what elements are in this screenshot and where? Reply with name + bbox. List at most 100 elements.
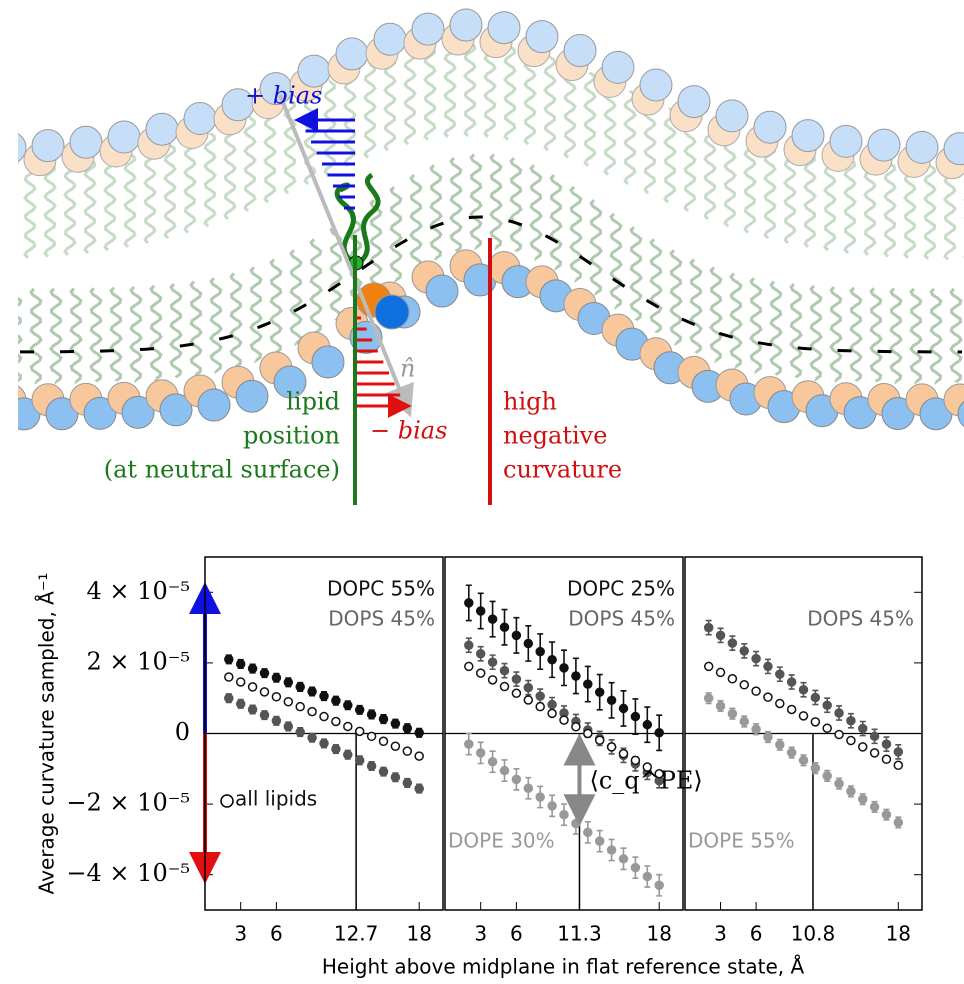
data-point bbox=[307, 732, 317, 743]
data-point bbox=[402, 723, 413, 733]
data-point bbox=[511, 630, 522, 641]
data-point bbox=[594, 836, 605, 846]
data-point bbox=[247, 704, 258, 715]
data-point bbox=[559, 809, 569, 820]
data-point bbox=[475, 606, 486, 616]
data-point bbox=[822, 723, 832, 733]
data-point bbox=[654, 880, 664, 891]
data-point bbox=[523, 682, 534, 693]
data-point bbox=[846, 716, 856, 726]
lipid-tail bbox=[689, 258, 703, 354]
lipid-tail bbox=[609, 212, 623, 310]
membrane-illustration bbox=[5, 8, 964, 431]
lipid-tail bbox=[189, 280, 203, 376]
series-label: DOPS 45% bbox=[568, 607, 675, 631]
series-label: DOPC 55% bbox=[327, 577, 435, 601]
head-group bbox=[145, 112, 179, 146]
data-point bbox=[703, 622, 714, 633]
data-point bbox=[594, 735, 605, 745]
lipid-tail bbox=[429, 164, 443, 262]
data-point bbox=[618, 748, 629, 759]
plus-bias-label: + bias bbox=[245, 82, 322, 110]
data-point bbox=[378, 714, 389, 724]
lipid-tail bbox=[343, 71, 357, 167]
lipid-tail bbox=[569, 185, 583, 283]
lipid-tail bbox=[943, 165, 957, 261]
lipid-tail bbox=[143, 148, 157, 245]
data-point bbox=[583, 679, 593, 689]
data-point bbox=[571, 818, 581, 829]
x-tick-label: 18 bbox=[406, 922, 431, 946]
data-point bbox=[618, 703, 629, 714]
lipid-tail bbox=[709, 266, 723, 364]
data-point bbox=[331, 716, 341, 727]
lipid-tail bbox=[923, 162, 937, 260]
data-point bbox=[654, 768, 664, 779]
data-point bbox=[499, 665, 510, 676]
data-point bbox=[822, 700, 832, 711]
head-group bbox=[373, 22, 407, 56]
lipid-tail bbox=[889, 287, 903, 385]
data-point bbox=[715, 667, 726, 678]
data-point bbox=[224, 654, 234, 665]
lipid-tail bbox=[503, 43, 517, 141]
lipid-tail bbox=[243, 114, 257, 212]
y-axis-label: Average curvature sampled, Å⁻¹ bbox=[35, 573, 59, 895]
panel-frame bbox=[204, 556, 444, 911]
data-point bbox=[511, 688, 522, 699]
head-group bbox=[235, 379, 269, 413]
head-group bbox=[18, 133, 27, 163]
lipid-tail bbox=[69, 287, 83, 385]
lipid-tail bbox=[163, 143, 177, 240]
data-point bbox=[499, 765, 510, 776]
lipid-tail bbox=[18, 296, 23, 383]
data-point bbox=[881, 739, 892, 749]
x-tick-label: 10.8 bbox=[791, 922, 836, 946]
panel-frame bbox=[684, 556, 923, 911]
data-point bbox=[606, 742, 617, 752]
data-point bbox=[715, 630, 726, 641]
head-group bbox=[183, 101, 217, 135]
lipid-tail bbox=[5, 166, 15, 259]
lipid-tail bbox=[663, 106, 677, 204]
x-tick-label: 6 bbox=[750, 922, 763, 946]
data-point bbox=[893, 747, 904, 757]
lipid-tail bbox=[849, 286, 863, 383]
curvature-label: high bbox=[503, 388, 557, 416]
data-point bbox=[295, 727, 305, 737]
y-tick-label: −4 × 10⁻⁵ bbox=[66, 859, 190, 887]
curvature-label: negative bbox=[503, 422, 607, 450]
data-point bbox=[402, 778, 413, 788]
head-group bbox=[69, 125, 103, 159]
data-point bbox=[571, 722, 581, 732]
data-point bbox=[487, 675, 498, 685]
lipid-tail bbox=[149, 284, 163, 382]
lipid-tail bbox=[903, 163, 917, 259]
data-point bbox=[618, 854, 629, 864]
data-point bbox=[414, 783, 424, 794]
data-point bbox=[354, 755, 365, 766]
data-point bbox=[319, 691, 329, 701]
lipid-tail bbox=[103, 154, 117, 252]
data-point bbox=[259, 687, 270, 697]
data-point bbox=[390, 772, 401, 783]
data-point bbox=[547, 699, 557, 710]
head-group bbox=[677, 85, 711, 119]
lipid-tail bbox=[409, 174, 423, 272]
data-point bbox=[630, 862, 641, 873]
data-point bbox=[881, 809, 892, 820]
data-point bbox=[834, 778, 844, 789]
lipid-tail bbox=[223, 122, 237, 220]
data-point bbox=[511, 774, 522, 785]
data-point bbox=[810, 692, 821, 703]
data-point bbox=[366, 761, 377, 771]
series-label: DOPS 45% bbox=[328, 607, 435, 631]
series-label: DOPS 45% bbox=[807, 607, 914, 631]
data-point bbox=[499, 622, 510, 632]
data-point bbox=[390, 741, 401, 751]
lipid-tail bbox=[129, 286, 143, 384]
lipid-tail bbox=[929, 287, 943, 385]
data-point bbox=[583, 728, 593, 739]
data-point bbox=[881, 754, 892, 765]
